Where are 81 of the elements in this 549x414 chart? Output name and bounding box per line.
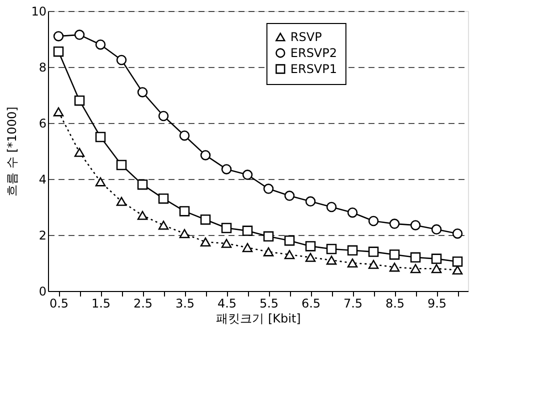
y-tick-label: 10: [31, 4, 46, 18]
y-tick-label: 8: [38, 60, 46, 74]
x-tick-label: 4.5: [217, 296, 237, 310]
point: [263, 184, 274, 194]
y-tick-label: 2: [38, 228, 46, 242]
legend-label: ERSVP1: [290, 62, 338, 76]
point: [431, 264, 442, 274]
point: [410, 264, 421, 274]
point: [431, 254, 442, 264]
point: [452, 265, 463, 275]
point: [305, 252, 316, 262]
point: [305, 196, 316, 207]
point: [179, 229, 190, 238]
point: [116, 196, 127, 206]
point: [410, 252, 421, 263]
x-axis-title: 패킷크기 [Kbit]: [216, 312, 301, 326]
point: [116, 54, 127, 66]
point: [74, 148, 85, 157]
x-tick-label: 8.5: [385, 296, 405, 310]
point: [326, 244, 337, 254]
point: [326, 256, 337, 265]
x-tick-label: 5.5: [259, 296, 279, 310]
point: [431, 224, 442, 235]
point: [116, 160, 127, 170]
point: [221, 222, 232, 234]
y-tick-label: 4: [38, 172, 46, 186]
point: [368, 216, 379, 226]
point: [284, 250, 295, 260]
point: [53, 107, 64, 116]
legend-label: ERSVP2: [290, 46, 338, 60]
point: [53, 46, 64, 57]
point: [347, 207, 358, 218]
point: [74, 95, 85, 106]
point: [284, 235, 295, 246]
point: [389, 218, 400, 229]
point: [95, 177, 106, 186]
point: [158, 110, 169, 122]
point: [452, 228, 463, 239]
point: [368, 246, 379, 257]
point: [200, 237, 211, 247]
point: [242, 170, 253, 180]
point: [368, 260, 379, 269]
point: [158, 220, 169, 230]
point: [74, 30, 85, 40]
point: [221, 238, 232, 248]
point: [389, 249, 400, 260]
x-tick-label: 9.5: [427, 296, 447, 310]
x-tick-label: 2.5: [133, 296, 153, 310]
point: [263, 231, 274, 242]
point: [347, 258, 358, 268]
y-tick-label: 0: [38, 284, 46, 298]
x-tick-label: 6.5: [301, 296, 321, 310]
x-tick-label: 0.5: [49, 296, 69, 310]
point: [284, 190, 295, 201]
point: [95, 39, 106, 50]
point: [242, 226, 253, 236]
point: [200, 150, 211, 160]
point: [410, 220, 421, 230]
point: [158, 193, 169, 204]
point: [242, 243, 253, 252]
point: [221, 164, 232, 174]
point: [53, 31, 64, 42]
y-tick-label: 6: [38, 116, 46, 130]
point: [137, 179, 148, 190]
point: [326, 202, 337, 212]
point: [305, 241, 316, 252]
point: [452, 256, 463, 267]
point: [137, 210, 148, 220]
point: [179, 130, 190, 141]
x-tick-label: 3.5: [175, 296, 195, 310]
legend-label: RSVP: [290, 30, 322, 44]
point: [95, 132, 106, 142]
x-tick-label: 1.5: [91, 296, 111, 310]
point: [137, 87, 148, 98]
point: [389, 262, 400, 272]
x-tick-label: 7.5: [343, 296, 363, 310]
point: [263, 247, 274, 256]
point: [200, 214, 211, 225]
point: [179, 206, 190, 216]
y-axis-title: 흐름 수 [*1000]: [5, 106, 20, 196]
point: [347, 245, 358, 256]
